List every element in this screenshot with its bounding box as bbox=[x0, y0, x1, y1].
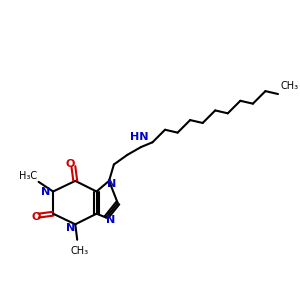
Text: CH₃: CH₃ bbox=[70, 246, 88, 256]
Text: N: N bbox=[106, 215, 116, 226]
Text: N: N bbox=[107, 179, 117, 189]
Text: N: N bbox=[41, 188, 50, 197]
Text: HN: HN bbox=[130, 132, 148, 142]
Text: O: O bbox=[31, 212, 40, 222]
Text: H₃C: H₃C bbox=[19, 171, 37, 181]
Text: CH₃: CH₃ bbox=[281, 81, 299, 91]
Text: O: O bbox=[66, 158, 75, 169]
Text: N: N bbox=[66, 223, 75, 233]
